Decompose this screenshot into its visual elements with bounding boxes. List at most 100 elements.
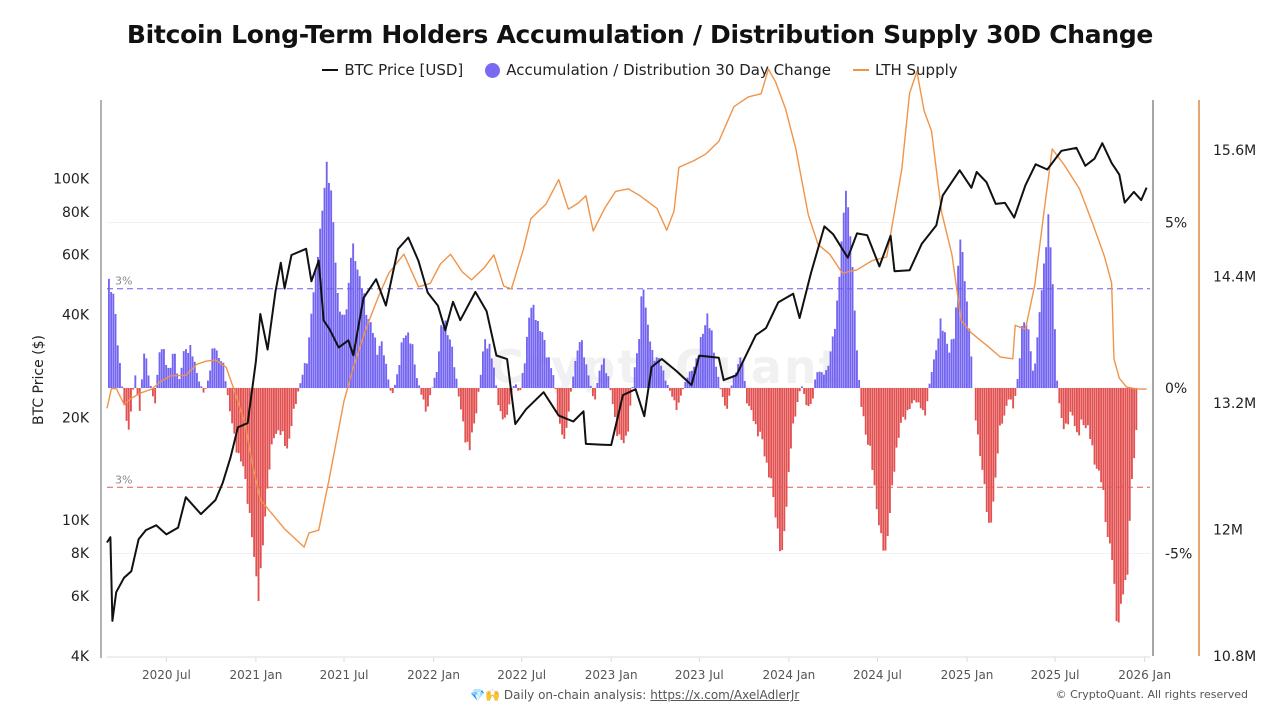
distribution-bar [233, 388, 236, 434]
accumulation-bar [165, 364, 168, 388]
accumulation-bar [840, 241, 843, 388]
accumulation-bar [543, 340, 546, 388]
accumulation-bar [1018, 358, 1021, 388]
accumulation-bar [653, 360, 656, 388]
accumulation-bar [935, 350, 938, 388]
accumulation-bar [112, 293, 115, 388]
ticks: 4K 6K 8K 10K 20K 40K 60K 80K 100K 5% 0% -5% 15.6M 14.… [53, 143, 1256, 682]
accumulation-bar [655, 357, 658, 388]
distribution-bar [286, 388, 289, 449]
distribution-bar [477, 388, 480, 392]
accumulation-bar [455, 378, 458, 388]
distribution-bar [1120, 388, 1122, 604]
distribution-bar [565, 388, 568, 428]
distribution-bar [266, 388, 269, 489]
author-link[interactable]: https://x.com/AxelAdlerJr [650, 688, 800, 702]
accumulation-bar [1016, 379, 1019, 388]
accumulation-bar [963, 281, 966, 388]
accumulation-bar [638, 339, 641, 388]
accumulation-bar [376, 354, 379, 388]
x-tick-label: 2023 Jan [585, 668, 638, 682]
accumulation-bar [488, 343, 491, 388]
accumulation-bar [218, 357, 220, 388]
accumulation-bar [1038, 312, 1041, 388]
accumulation-bar [301, 374, 304, 388]
distribution-bar [614, 388, 616, 418]
accumulation-bar [319, 228, 322, 388]
accumulation-bar [532, 304, 535, 388]
distribution-bar [878, 388, 880, 526]
accumulation-bar [1040, 290, 1043, 388]
accumulation-bar [446, 335, 449, 388]
accumulation-bar [607, 376, 610, 388]
distribution-bar [475, 388, 478, 414]
accumulation-bar [523, 363, 526, 388]
distribution-bar [724, 388, 726, 406]
distribution-bar [1001, 388, 1004, 424]
distribution-bar [875, 388, 878, 510]
distribution-bar [1102, 388, 1105, 491]
distribution-bar [809, 388, 812, 405]
accumulation-bar [941, 330, 944, 388]
accumulation-bar [702, 333, 704, 388]
distribution-bar [1078, 388, 1081, 436]
accumulation-bar [545, 357, 548, 388]
accumulation-bar [191, 356, 194, 388]
legend-label: LTH Supply [875, 61, 958, 79]
legend-item-lth-supply[interactable]: LTH Supply [853, 61, 958, 79]
distribution-bar [719, 388, 722, 390]
accumulation-bar [303, 363, 306, 388]
accumulation-bar [222, 362, 225, 388]
accumulation-bar [385, 363, 388, 388]
distribution-bar [770, 388, 773, 479]
distribution-bar [895, 388, 898, 448]
accumulation-bar [317, 256, 319, 388]
accumulation-bar [211, 348, 214, 388]
accumulation-bar [108, 278, 110, 388]
accumulation-bar [957, 265, 960, 388]
accumulation-bar [369, 322, 372, 388]
accumulation-bar [741, 362, 744, 388]
distribution-bar [765, 388, 768, 463]
right-supply-tick-label: 15.6M [1213, 143, 1256, 159]
distribution-bar [1113, 388, 1116, 584]
accumulation-bar [1036, 337, 1039, 388]
reference-line-label: 3% [115, 473, 132, 486]
distribution-bar [924, 388, 927, 416]
accumulation-bar [479, 374, 482, 388]
accumulation-bar [213, 348, 216, 388]
distribution-bar [812, 388, 814, 399]
distribution-bar [1106, 388, 1109, 537]
accumulation-bar [633, 367, 636, 388]
accumulation-bar [944, 332, 946, 388]
accumulation-bar [143, 353, 146, 388]
distribution-bar [501, 388, 504, 420]
distribution-bar [567, 388, 570, 412]
distribution-bar [680, 388, 682, 396]
distribution-bar [290, 388, 293, 427]
distribution-bar [772, 388, 775, 498]
accumulation-bar [325, 161, 328, 388]
accumulation-bar [394, 384, 396, 388]
accumulation-bar [823, 374, 825, 388]
btc-price-line [106, 142, 1148, 622]
accumulation-bar [174, 353, 176, 388]
distribution-bar [900, 388, 902, 423]
accumulation-bar [847, 207, 850, 388]
accumulation-bar [598, 370, 601, 388]
accumulation-bar [147, 375, 150, 388]
x-tick-label: 2021 Jan [230, 668, 283, 682]
legend-item-btc-price[interactable]: BTC Price [USD] [322, 61, 463, 79]
distribution-bar [1109, 388, 1111, 544]
accumulation-bar [431, 387, 434, 388]
right-supply-tick-label: 10.8M [1213, 649, 1256, 665]
distribution-bar [277, 388, 280, 431]
accumulation-bar [193, 361, 196, 388]
right-pct-tick-label: -5% [1165, 547, 1192, 563]
distribution-bar [882, 388, 885, 551]
distribution-bar [499, 388, 502, 412]
accumulation-bar [710, 330, 713, 388]
accumulation-bar [572, 376, 575, 388]
legend-item-acc-dist[interactable]: Accumulation / Distribution 30 Day Chang… [485, 61, 831, 79]
accumulation-bar [550, 368, 553, 388]
